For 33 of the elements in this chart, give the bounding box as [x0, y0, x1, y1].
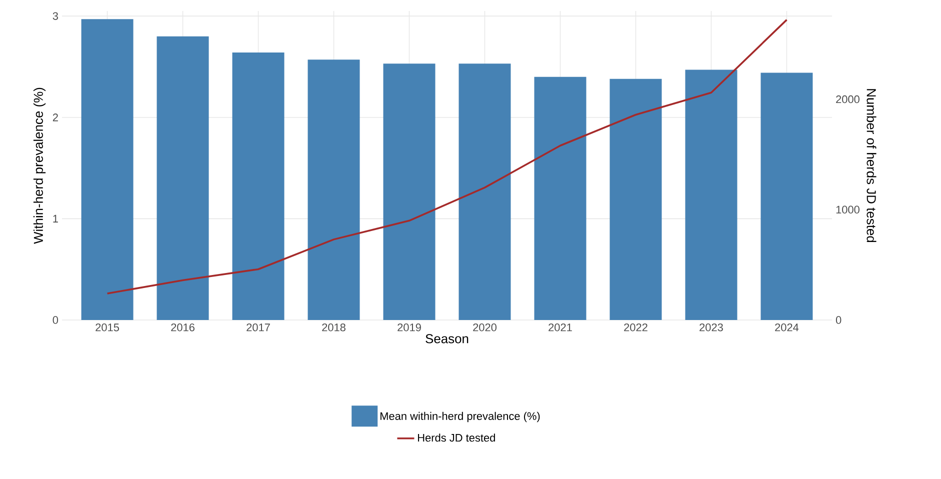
x-tick-label: 2021 — [548, 324, 572, 332]
bar — [156, 36, 209, 320]
bar — [610, 78, 662, 320]
y2-axis-title: Number of herds JD tested — [866, 89, 876, 242]
y-tick-label: 0 — [52, 316, 58, 324]
x-tick-label: 2019 — [398, 324, 421, 332]
y2-tick-label: 1000 — [836, 206, 860, 214]
bar — [232, 52, 284, 320]
x-tick-label: 2017 — [246, 324, 270, 332]
x-tick-label: 2024 — [775, 324, 799, 332]
bar — [685, 70, 738, 320]
bar — [458, 64, 511, 320]
bar — [534, 76, 586, 320]
y-tick-label: 2 — [52, 114, 58, 122]
x-tick-label: 2020 — [473, 324, 496, 332]
x-tick-label: 2016 — [171, 324, 194, 332]
legend-label: Herds JD tested — [418, 434, 495, 442]
y2-tick-label: 0 — [836, 316, 842, 324]
x-tick-label: 2023 — [700, 324, 723, 332]
y-axis-title: Within-herd prevalence (%) — [33, 88, 46, 244]
x-tick-label: 2022 — [624, 324, 648, 332]
y-tick-label: 3 — [52, 12, 58, 20]
x-axis-title: Season — [426, 334, 468, 344]
y-tick-label: 1 — [53, 214, 58, 222]
x-tick-label: 2018 — [322, 324, 346, 332]
x-tick-label: 2015 — [96, 324, 120, 332]
bar — [760, 72, 813, 320]
bar — [383, 64, 436, 320]
legend-label: Mean within-herd prevalence (%) — [380, 412, 540, 422]
line-series — [106, 18, 788, 294]
bar — [81, 19, 134, 320]
y2-tick-label: 2000 — [836, 95, 860, 104]
bar — [308, 60, 360, 320]
